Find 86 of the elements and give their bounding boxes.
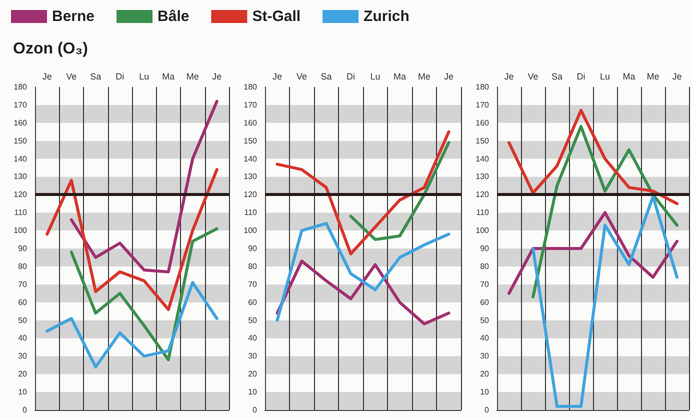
legend-label: Zurich bbox=[364, 8, 410, 25]
y-tick-label: 40 bbox=[248, 334, 258, 343]
y-tick-label: 130 bbox=[244, 172, 258, 182]
x-tick-label: Je bbox=[212, 72, 222, 82]
x-tick-label: Je bbox=[672, 72, 682, 82]
y-tick-label: 20 bbox=[480, 370, 490, 379]
y-tick-label: 140 bbox=[14, 154, 28, 164]
x-tick-label: Je bbox=[504, 72, 514, 82]
y-tick-label: 80 bbox=[18, 262, 28, 271]
y-tick-label: 40 bbox=[18, 334, 28, 343]
x-tick-label: Me bbox=[646, 72, 660, 82]
y-tick-label: 90 bbox=[18, 244, 28, 253]
y-tick-label: 50 bbox=[480, 316, 490, 325]
x-tick-label: Sa bbox=[551, 72, 563, 82]
x-tick-label: Me bbox=[186, 72, 199, 82]
y-tick-label: 20 bbox=[248, 370, 258, 379]
x-tick-label: Ma bbox=[162, 72, 175, 82]
y-tick-label: 100 bbox=[476, 226, 490, 236]
y-tick-label: 0 bbox=[484, 406, 490, 414]
y-tick-label: 150 bbox=[476, 136, 490, 146]
y-tick-label: 110 bbox=[476, 208, 490, 218]
chart-title: Ozon (O₃) bbox=[13, 40, 88, 58]
y-tick-label: 180 bbox=[476, 82, 490, 92]
y-tick-label: 120 bbox=[476, 190, 490, 200]
y-tick-label: 150 bbox=[244, 136, 258, 146]
y-tick-label: 120 bbox=[244, 190, 258, 200]
x-tick-label: Je bbox=[42, 72, 52, 82]
legend-label: Berne bbox=[52, 8, 95, 25]
x-tick-label: Sa bbox=[320, 72, 332, 82]
x-tick-label: Di bbox=[116, 72, 124, 82]
y-tick-label: 60 bbox=[248, 298, 258, 307]
y-tick-label: 130 bbox=[476, 172, 490, 182]
y-tick-label: 170 bbox=[14, 100, 28, 110]
x-tick-label: Ma bbox=[622, 72, 636, 82]
x-tick-label: Lu bbox=[600, 72, 610, 82]
y-tick-label: 140 bbox=[476, 154, 490, 164]
y-tick-label: 70 bbox=[248, 280, 258, 289]
x-tick-label: Ve bbox=[66, 72, 77, 82]
y-tick-label: 180 bbox=[244, 82, 258, 92]
y-tick-label: 180 bbox=[14, 82, 28, 92]
x-tick-label: Sa bbox=[90, 72, 102, 82]
y-tick-label: 100 bbox=[244, 226, 258, 236]
x-tick-label: Ma bbox=[393, 72, 406, 82]
y-tick-label: 10 bbox=[248, 388, 258, 397]
x-tick-label: Me bbox=[418, 72, 431, 82]
y-tick-label: 160 bbox=[14, 118, 28, 128]
y-tick-label: 90 bbox=[248, 244, 258, 253]
y-tick-label: 10 bbox=[18, 388, 28, 397]
y-tick-label: 170 bbox=[476, 100, 490, 110]
y-tick-label: 10 bbox=[480, 388, 490, 397]
x-tick-label: Je bbox=[444, 72, 454, 82]
y-tick-label: 50 bbox=[18, 316, 28, 325]
y-tick-label: 70 bbox=[18, 280, 28, 289]
y-tick-label: 30 bbox=[18, 352, 28, 361]
y-tick-label: 0 bbox=[252, 406, 258, 414]
x-tick-label: Di bbox=[576, 72, 586, 82]
legend-label: Bâle bbox=[158, 8, 190, 25]
x-tick-label: Di bbox=[346, 72, 355, 82]
y-tick-label: 50 bbox=[248, 316, 258, 325]
x-tick-label: Ve bbox=[296, 72, 308, 82]
x-tick-label: Ve bbox=[528, 72, 538, 82]
y-tick-label: 80 bbox=[480, 262, 490, 271]
y-tick-label: 120 bbox=[14, 190, 28, 200]
x-tick-label: Lu bbox=[370, 72, 380, 82]
y-tick-label: 90 bbox=[480, 244, 490, 253]
y-tick-label: 60 bbox=[480, 298, 490, 307]
y-tick-label: 170 bbox=[244, 100, 258, 110]
y-tick-label: 80 bbox=[248, 262, 258, 271]
y-tick-label: 40 bbox=[480, 334, 490, 343]
y-tick-label: 70 bbox=[480, 280, 490, 289]
y-tick-label: 160 bbox=[476, 118, 490, 128]
y-tick-label: 110 bbox=[14, 208, 28, 218]
y-tick-label: 140 bbox=[244, 154, 258, 164]
y-tick-label: 110 bbox=[244, 208, 258, 218]
y-tick-label: 30 bbox=[248, 352, 258, 361]
x-tick-label: Lu bbox=[139, 72, 150, 82]
x-tick-label: Je bbox=[272, 72, 282, 82]
y-tick-label: 100 bbox=[14, 226, 28, 236]
y-tick-label: 160 bbox=[244, 118, 258, 128]
y-tick-label: 60 bbox=[18, 298, 28, 307]
y-tick-label: 130 bbox=[14, 172, 28, 182]
y-tick-label: 30 bbox=[480, 352, 490, 361]
y-tick-label: 0 bbox=[22, 406, 28, 414]
y-tick-label: 20 bbox=[18, 370, 28, 379]
legend-label: St-Gall bbox=[252, 8, 301, 25]
y-tick-label: 150 bbox=[14, 136, 28, 146]
